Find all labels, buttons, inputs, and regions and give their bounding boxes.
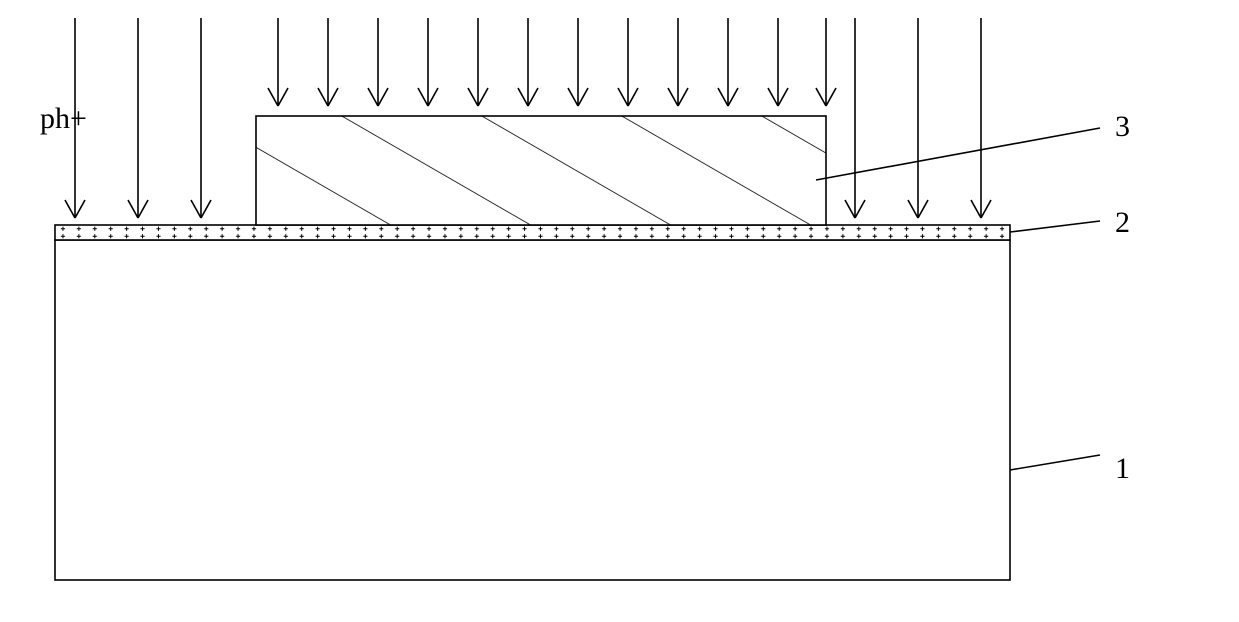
mask-block bbox=[256, 116, 826, 225]
ion-arrow-long-1 bbox=[128, 18, 148, 218]
ion-arrow-short-5 bbox=[518, 18, 538, 106]
ion-arrow-long-4 bbox=[908, 18, 928, 218]
substrate-layer bbox=[55, 240, 1010, 580]
callout-2-leader bbox=[1010, 221, 1100, 232]
callout-3-leader bbox=[816, 128, 1100, 180]
ion-arrow-short-10 bbox=[768, 18, 788, 106]
ion-arrow-short-0 bbox=[268, 18, 288, 106]
doped-layer bbox=[55, 225, 1010, 240]
ion-arrow-short-4 bbox=[468, 18, 488, 106]
ion-arrow-long-2 bbox=[191, 18, 211, 218]
ion-arrow-short-6 bbox=[568, 18, 588, 106]
ion-arrow-short-3 bbox=[418, 18, 438, 106]
ion-arrow-short-11 bbox=[816, 18, 836, 106]
callout-3-number: 3 bbox=[1115, 110, 1130, 143]
callout-2-number: 2 bbox=[1115, 206, 1130, 239]
ion-arrow-short-8 bbox=[668, 18, 688, 106]
ion-arrow-long-5 bbox=[971, 18, 991, 218]
ion-arrow-long-3 bbox=[845, 18, 865, 218]
ion-arrow-short-9 bbox=[718, 18, 738, 106]
callout-1-number: 1 bbox=[1115, 452, 1130, 485]
ion-arrow-short-2 bbox=[368, 18, 388, 106]
ion-label: ph+ bbox=[40, 102, 87, 135]
callout-1-leader bbox=[1010, 455, 1100, 470]
ion-arrow-short-1 bbox=[318, 18, 338, 106]
ion-arrow-short-7 bbox=[618, 18, 638, 106]
